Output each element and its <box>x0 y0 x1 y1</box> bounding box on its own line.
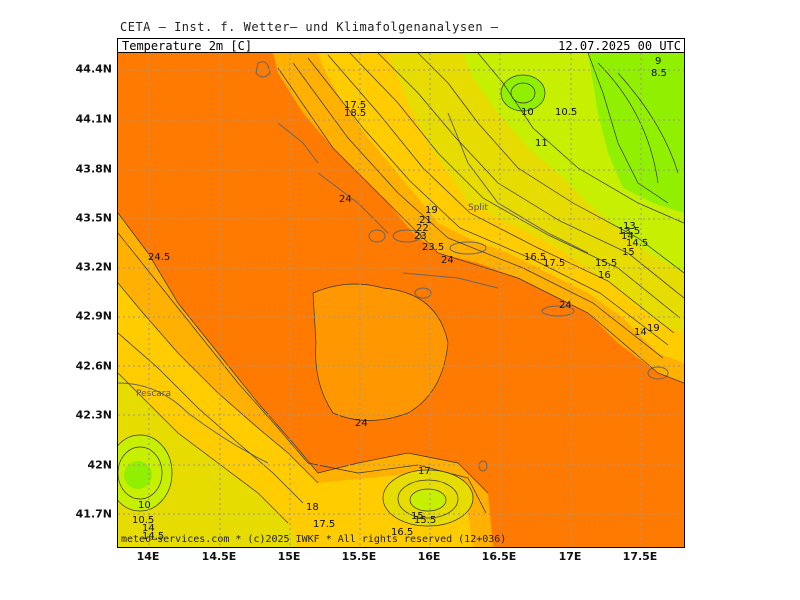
lon-tick-label: 17.5E <box>622 550 658 563</box>
lat-tick-label: 43.8N <box>75 162 112 176</box>
contour-label: 19 <box>425 205 438 216</box>
field-cold-cell <box>501 75 545 111</box>
contour-label: 13 <box>623 221 636 232</box>
coastline-outlines <box>118 61 669 472</box>
valid-time-label: 12.07.2025 00 UTC <box>558 39 681 53</box>
lon-tick-label: 14E <box>136 550 160 563</box>
contour-label: 15 <box>622 247 635 258</box>
contour-label: 10 <box>521 107 534 118</box>
contour-label: 24 <box>559 300 572 311</box>
city-label-pescara: Pescara <box>136 389 171 399</box>
lat-tick-label: 42.3N <box>75 408 112 422</box>
lon-tick-label: 17E <box>558 550 582 563</box>
temperature-field-svg: Split Pescara 17.5 18.5 10 10.5 11 9 8.5… <box>118 53 684 547</box>
lon-tick-label: 16E <box>417 550 441 563</box>
contour-label: 16.5 <box>524 252 546 263</box>
field-italy-cool <box>118 373 298 547</box>
contour-label: 24.5 <box>148 252 170 263</box>
contour-label: 16 <box>598 270 611 281</box>
contour-label: 17 <box>418 466 431 477</box>
lon-tick-label: 15E <box>277 550 301 563</box>
contour-label: 14.5 <box>142 531 164 542</box>
contour-label: 15.5 <box>414 515 436 526</box>
contour-label: 10.5 <box>132 515 154 526</box>
contour-label: 13.5 <box>618 226 640 237</box>
contour-label: 15 <box>411 511 424 522</box>
lat-tick-label: 42.6N <box>75 359 112 373</box>
lon-tick-label: 15.5E <box>341 550 377 563</box>
contour-label: 24 <box>355 418 368 429</box>
contour-label: 19 <box>647 323 660 334</box>
field-apennine-coldest <box>124 461 152 489</box>
contour-label: 23.5 <box>422 242 444 253</box>
contour-label: 15.5 <box>595 258 617 269</box>
contour-label: 8.5 <box>651 68 667 79</box>
temperature-map: Split Pescara 17.5 18.5 10 10.5 11 9 8.5… <box>117 52 685 548</box>
contour-label: 24 <box>441 255 454 266</box>
contour-label: 10.5 <box>555 107 577 118</box>
contour-label: 16.5 <box>391 527 413 538</box>
field-mountain-coldest <box>588 53 684 213</box>
parameter-label: Temperature_2m [C] <box>122 39 253 53</box>
contour-label: 14 <box>634 327 647 338</box>
copyright-notice: meteo—services.com * (c)2025 IWKF * All … <box>121 534 507 545</box>
contour-label: 11 <box>535 138 548 149</box>
field-gargano-cold <box>410 489 446 511</box>
contour-label: 18 <box>306 502 319 513</box>
contour-label: 10 <box>138 500 151 511</box>
lat-tick-label: 41.7N <box>75 507 112 521</box>
contour-labels: 17.5 18.5 10 10.5 11 9 8.5 24 24.5 19 21… <box>132 56 667 542</box>
contour-label: 17.5 <box>313 519 335 530</box>
contour-label: 22 <box>416 223 429 234</box>
map-title: CETA — Inst. f. Wetter— und Klimafolgena… <box>120 20 499 34</box>
contour-label: 24 <box>339 194 352 205</box>
lat-tick-label: 43.5N <box>75 211 112 225</box>
lon-tick-label: 16.5E <box>481 550 517 563</box>
lat-tick-label: 44.4N <box>75 62 112 76</box>
parameter-bar: Temperature_2m [C] 12.07.2025 00 UTC <box>117 38 685 53</box>
contour-label: 17.5 <box>543 258 565 269</box>
contour-label: 17.5 <box>344 100 366 111</box>
contour-label: 18.5 <box>344 108 366 119</box>
isolines <box>118 53 684 527</box>
lon-tick-label: 14.5E <box>201 550 237 563</box>
lat-tick-label: 42N <box>87 458 112 472</box>
graticule <box>118 53 684 547</box>
field-sea-warm-tongue <box>313 284 448 421</box>
contour-label: 23 <box>414 231 427 242</box>
lat-tick-label: 44.1N <box>75 112 112 126</box>
lat-tick-label: 42.9N <box>75 309 112 323</box>
contour-label: 14 <box>621 231 634 242</box>
contour-label: 14.5 <box>626 238 648 249</box>
city-label-split: Split <box>468 203 488 213</box>
lat-tick-label: 43.2N <box>75 260 112 274</box>
contour-label: 21 <box>419 215 432 226</box>
contour-label: 9 <box>655 56 661 67</box>
contour-label: 14 <box>142 523 155 534</box>
